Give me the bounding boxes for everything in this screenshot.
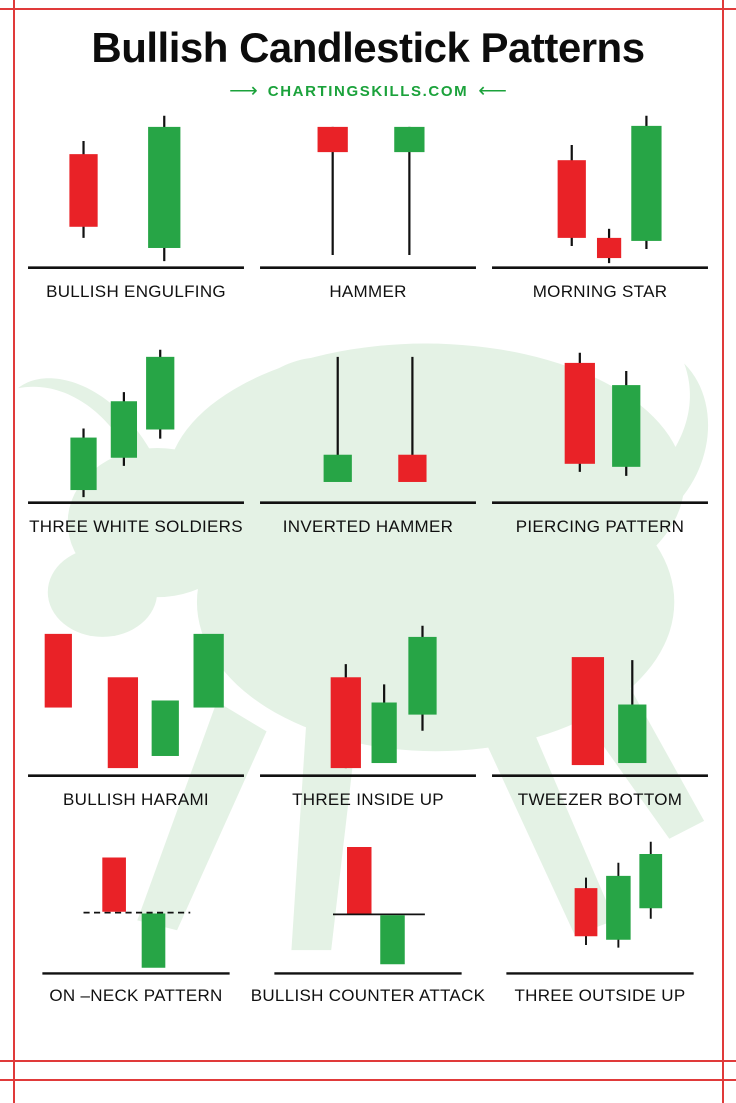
candlestick-diagram-three-outside-up <box>506 841 694 975</box>
frame-right-line <box>722 0 724 1103</box>
candlestick-diagram-inverted-hammer <box>260 356 476 504</box>
pattern-card-inverted-hammer: INVERTED HAMMER <box>252 348 484 537</box>
pattern-card-bullish-counter-attack: BULLISH COUNTER ATTACK <box>250 840 486 1006</box>
pattern-row-2: THREE WHITE SOLDIERS INVERTED HAMMER PIE… <box>0 348 736 537</box>
candlestick-diagram-bullish-harami <box>28 633 244 777</box>
candlestick-diagram-tweezer-bottom <box>492 657 708 777</box>
pattern-label: THREE WHITE SOLDIERS <box>29 517 243 536</box>
pattern-label: INVERTED HAMMER <box>282 517 454 536</box>
pattern-row-1: BULLISH ENGULFING HAMMER MORNING STAR <box>0 113 736 302</box>
pattern-label: MORNING STAR <box>532 282 668 301</box>
frame-left-line <box>13 0 15 1103</box>
patterns-grid: BULLISH ENGULFING HAMMER MORNING STAR TH… <box>0 113 736 1006</box>
pattern-card-three-outside-up: THREE OUTSIDE UP <box>484 840 716 1006</box>
candlestick-diagram-three-inside-up <box>260 625 476 777</box>
site-banner: ⟶ CHARTINGSKILLS.COM ⟵ <box>0 81 736 101</box>
pattern-row-4: ON –NECK PATTERN BULLISH COUNTER ATTACK … <box>0 840 736 1006</box>
pattern-card-tweezer-bottom: TWEEZER BOTTOM <box>484 621 716 810</box>
pattern-label: THREE OUTSIDE UP <box>514 986 686 1005</box>
candlestick-diagram-bullish-counter-attack <box>274 847 462 975</box>
right-arrow-icon: ⟶ <box>229 80 258 102</box>
pattern-label: BULLISH COUNTER ATTACK <box>250 986 486 1005</box>
pattern-card-morning-star: MORNING STAR <box>484 113 716 302</box>
pattern-label: BULLISH ENGULFING <box>46 282 226 301</box>
candlestick-diagram-hammer <box>260 126 476 269</box>
pattern-label: TWEEZER BOTTOM <box>517 790 683 809</box>
bull-silhouette <box>17 343 709 951</box>
pattern-card-on-neck-pattern: ON –NECK PATTERN <box>20 840 252 1006</box>
pattern-label: HAMMER <box>329 282 407 301</box>
pattern-card-piercing-pattern: PIERCING PATTERN <box>484 348 716 537</box>
pattern-card-bullish-harami: BULLISH HARAMI <box>20 621 252 810</box>
pattern-card-bullish-engulfing: BULLISH ENGULFING <box>20 113 252 302</box>
pattern-card-hammer: HAMMER <box>252 113 484 302</box>
left-arrow-icon: ⟵ <box>478 80 507 102</box>
candlestick-diagram-piercing-pattern <box>492 352 708 504</box>
pattern-row-3: BULLISH HARAMI THREE INSIDE UP TWEEZER B… <box>0 621 736 810</box>
frame-top-line <box>0 8 736 10</box>
frame-bottom-line-1 <box>0 1060 736 1062</box>
candlestick-diagram-morning-star <box>492 115 708 269</box>
pattern-label: THREE INSIDE UP <box>292 790 444 809</box>
bull-watermark-icon <box>17 343 709 951</box>
pattern-label: BULLISH HARAMI <box>63 790 209 809</box>
candlestick-diagram-on-neck-pattern <box>42 857 230 975</box>
candlestick-diagram-three-white-soldiers <box>28 349 244 504</box>
pattern-card-three-inside-up: THREE INSIDE UP <box>252 621 484 810</box>
frame-bottom-line-2 <box>0 1079 736 1081</box>
pattern-label: ON –NECK PATTERN <box>49 986 223 1005</box>
pattern-card-three-white-soldiers: THREE WHITE SOLDIERS <box>20 348 252 537</box>
pattern-label: PIERCING PATTERN <box>515 517 685 536</box>
poster-header: Bullish Candlestick Patterns ⟶ CHARTINGS… <box>0 0 736 101</box>
site-label: CHARTINGSKILLS.COM <box>267 82 469 100</box>
page-title: Bullish Candlestick Patterns <box>91 24 645 71</box>
candlestick-diagram-bullish-engulfing <box>28 115 244 269</box>
